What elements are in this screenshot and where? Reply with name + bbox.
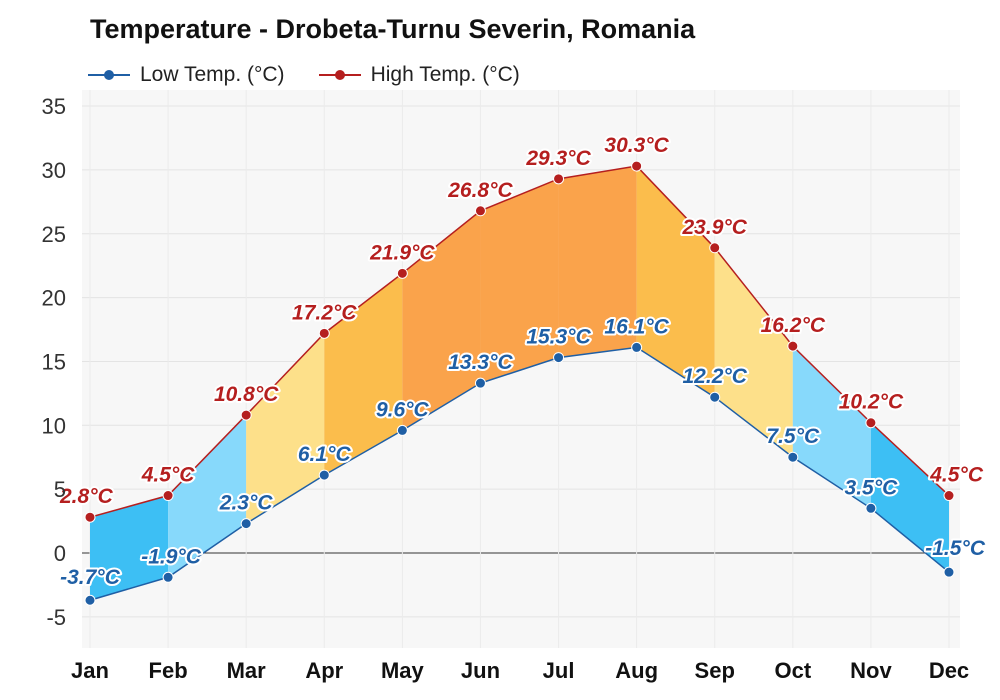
temperature-band [714, 247, 793, 458]
y-tick-label: 20 [42, 286, 66, 311]
high-temp-data-label: 10.8°C [214, 383, 279, 406]
temperature-band [324, 273, 403, 476]
x-tick-label: Apr [305, 658, 343, 683]
data-labels: 2.8°C 4.5°C 10.8°C 17.2°C 21.9°C 26.8°C 29.3°C… [57, 132, 988, 591]
high-temp-point[interactable] [787, 340, 799, 352]
high-temp-point[interactable] [709, 242, 721, 254]
low-temp-point[interactable] [709, 391, 721, 403]
x-tick-label: Nov [850, 658, 892, 683]
low-temp-data-label: -1.5°C [925, 537, 986, 560]
low-temp-line [89, 346, 950, 601]
high-temp-point[interactable] [474, 205, 486, 217]
low-temp-data-label: 3.5°C [845, 476, 899, 499]
high-temp-point[interactable] [396, 267, 408, 279]
y-tick-label: 10 [42, 413, 66, 438]
low-temp-point[interactable] [162, 571, 174, 583]
high-temp-point[interactable] [553, 173, 565, 185]
low-temp-data-label: 12.2°C [683, 365, 748, 388]
series-lines [89, 165, 950, 601]
temperature-bands [90, 166, 949, 601]
high-temp-data-label: 17.2°C [292, 301, 357, 324]
high-temp-data-label: 21.9°C [369, 241, 435, 264]
high-temp-point[interactable] [84, 511, 96, 523]
low-temp-point[interactable] [631, 341, 643, 353]
low-temp-point[interactable] [240, 518, 252, 530]
high-temp-point[interactable] [865, 417, 877, 429]
temperature-band [558, 166, 637, 358]
y-tick-label: 15 [42, 349, 66, 374]
high-temp-data-label: 26.8°C [447, 179, 513, 202]
low-temp-data-label: 13.3°C [448, 351, 513, 374]
x-tick-label: Jul [543, 658, 575, 683]
temperature-band [870, 422, 949, 573]
x-tick-label: Oct [774, 658, 811, 683]
legend-item-low[interactable]: Low Temp. (°C) [88, 63, 285, 87]
temperature-band [90, 495, 169, 601]
low-temp-point[interactable] [318, 469, 330, 481]
temperature-band [480, 178, 559, 384]
series-points [84, 160, 955, 606]
legend-item-high[interactable]: High Temp. (°C) [318, 63, 520, 87]
x-tick-label: Mar [227, 658, 267, 683]
high-temp-point[interactable] [162, 490, 174, 502]
x-tick-label: Jan [71, 658, 109, 683]
legend-low-swatch-icon [88, 70, 130, 80]
low-temp-point[interactable] [84, 594, 96, 606]
low-temp-point[interactable] [787, 451, 799, 463]
low-temp-point[interactable] [396, 424, 408, 436]
high-temp-data-label: 16.2°C [761, 314, 826, 337]
y-tick-label: 25 [42, 222, 66, 247]
high-temp-data-label: 4.5°C [141, 464, 196, 487]
high-temp-data-label: 10.2°C [839, 391, 904, 414]
low-temp-data-label: 15.3°C [526, 326, 591, 349]
low-temp-data-label: -1.9°C [141, 545, 202, 568]
high-temp-point[interactable] [318, 327, 330, 339]
y-tick-label: 0 [54, 541, 66, 566]
temperature-band [792, 346, 871, 509]
x-tick-label: May [381, 658, 425, 683]
low-temp-data-label: 6.1°C [298, 443, 352, 466]
y-tick-label: 5 [54, 477, 66, 502]
high-temp-data-label: 4.5°C [929, 464, 984, 487]
low-temp-point[interactable] [943, 566, 955, 578]
x-tick-label: Sep [695, 658, 735, 683]
temperature-band [402, 210, 481, 431]
high-temp-point[interactable] [631, 160, 643, 172]
low-temp-point[interactable] [553, 352, 565, 364]
temperature-band [636, 166, 715, 398]
legend-low-label: Low Temp. (°C) [140, 63, 285, 86]
high-temp-data-label: 30.3°C [604, 134, 669, 157]
high-temp-point[interactable] [240, 409, 252, 421]
high-temp-data-label: 23.9°C [682, 216, 748, 239]
high-temp-data-label: 2.8°C [59, 485, 114, 508]
low-temp-data-label: 16.1°C [604, 315, 669, 338]
high-temp-line [89, 165, 950, 518]
low-temp-data-label: -3.7°C [60, 566, 121, 589]
legend: Low Temp. (°C) High Temp. (°C) [88, 60, 520, 90]
high-temp-point[interactable] [943, 490, 955, 502]
low-temp-point[interactable] [865, 502, 877, 514]
low-temp-point[interactable] [474, 377, 486, 389]
y-tick-label: -5 [46, 605, 66, 630]
legend-high-swatch-icon [318, 70, 361, 80]
low-temp-data-label: 7.5°C [766, 425, 820, 448]
low-temp-data-label: 2.3°C [219, 492, 274, 515]
y-tick-label: 35 [42, 94, 66, 119]
legend-high-label: High Temp. (°C) [370, 63, 520, 86]
x-tick-label: Jun [461, 658, 500, 683]
axis-labels: -5 0 5 10 15 20 25 30 35 Jan Feb Mar Apr May Jun Jul Aug… [42, 94, 970, 683]
high-temp-data-label: 29.3°C [525, 147, 591, 170]
x-tick-label: Dec [929, 658, 969, 683]
y-tick-label: 30 [42, 158, 66, 183]
low-temp-data-label: 9.6°C [376, 398, 430, 421]
chart-title: Temperature - Drobeta-Turnu Severin, Rom… [90, 14, 696, 44]
x-tick-label: Aug [615, 658, 658, 683]
temperature-band [246, 333, 325, 524]
x-tick-label: Feb [149, 658, 188, 683]
